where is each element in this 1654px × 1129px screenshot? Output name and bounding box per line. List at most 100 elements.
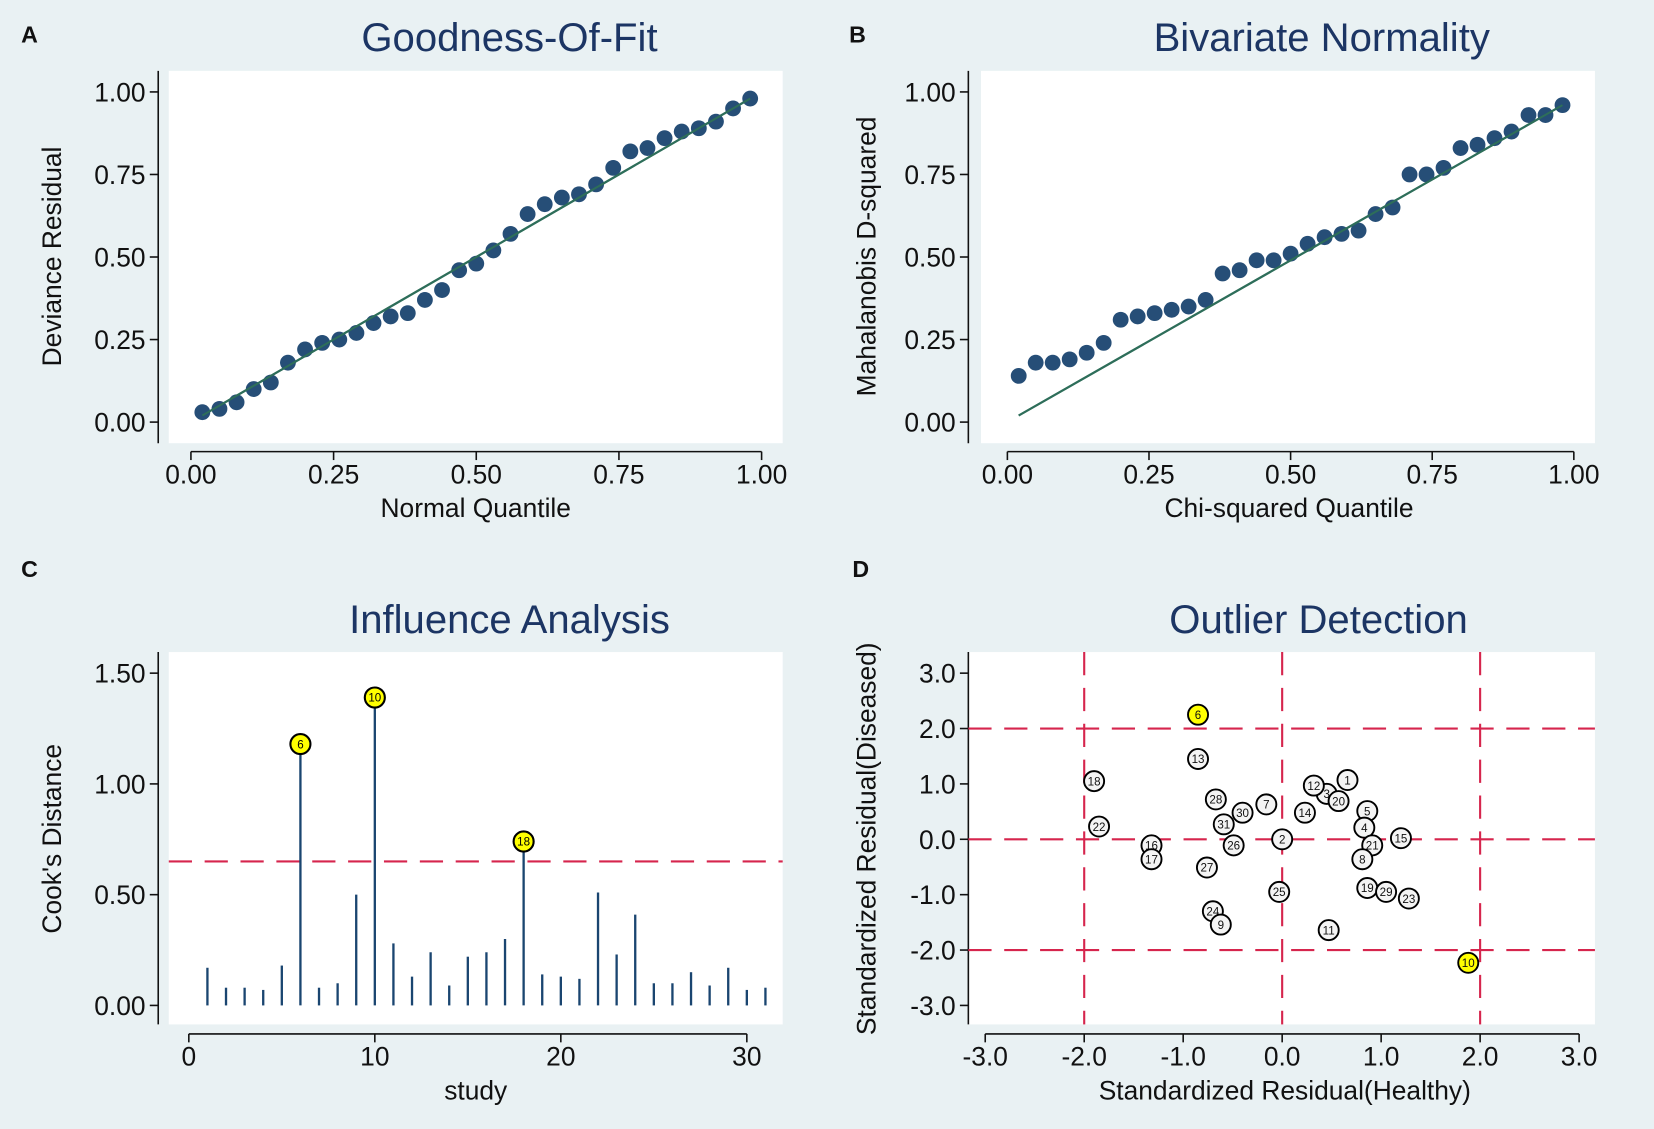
study-label: 29 bbox=[1380, 886, 1393, 899]
study-label: 1 bbox=[1344, 774, 1350, 787]
x-tick-label: 30 bbox=[732, 1042, 761, 1072]
data-point bbox=[331, 331, 348, 348]
influential-marker bbox=[289, 732, 312, 756]
influential-label: 6 bbox=[297, 738, 303, 751]
study-label: 23 bbox=[1402, 893, 1415, 906]
data-point bbox=[571, 186, 587, 203]
study-point-25 bbox=[1268, 880, 1291, 903]
x-tick-label: 1.00 bbox=[1548, 459, 1599, 489]
influential-label: 10 bbox=[368, 692, 381, 705]
data-point bbox=[1316, 229, 1333, 246]
ylabel-d: Standardized Residual(Diseased) bbox=[852, 642, 882, 1035]
ylabel-b: Mahalanobis D-squared bbox=[852, 117, 882, 397]
xlabel-b: Chi-squared Quantile bbox=[1164, 493, 1413, 523]
study-label: 28 bbox=[1209, 794, 1222, 807]
y-tick-label: 0.50 bbox=[94, 880, 145, 910]
y-tick-label: -1.0 bbox=[910, 880, 955, 910]
study-point-6 bbox=[1187, 703, 1210, 726]
study-label: 27 bbox=[1200, 862, 1213, 875]
study-label: 17 bbox=[1145, 853, 1158, 866]
y-tick-label: 0.00 bbox=[94, 408, 145, 438]
influential-marker bbox=[363, 686, 386, 709]
data-point bbox=[1129, 308, 1146, 325]
data-point bbox=[314, 334, 331, 351]
study-point-7 bbox=[1255, 793, 1278, 816]
data-point bbox=[1027, 354, 1044, 371]
y-tick-label: 0.25 bbox=[94, 325, 145, 355]
y-tick-label: 1.00 bbox=[94, 769, 145, 799]
study-label: 31 bbox=[1217, 819, 1230, 832]
data-point bbox=[708, 113, 724, 130]
study-label: 5 bbox=[1364, 805, 1370, 818]
data-point bbox=[1146, 305, 1163, 322]
data-point bbox=[502, 225, 519, 242]
data-point bbox=[1265, 252, 1282, 269]
study-point-9 bbox=[1209, 913, 1232, 936]
data-point bbox=[280, 354, 296, 371]
data-point bbox=[434, 282, 450, 298]
study-label: 3 bbox=[1323, 788, 1329, 801]
x-tick-label: 1.00 bbox=[736, 459, 787, 489]
y-tick-label: 0.75 bbox=[904, 160, 955, 190]
y-tick-label: 3.0 bbox=[919, 659, 956, 689]
data-point bbox=[1180, 298, 1197, 315]
fit-line-overlay bbox=[1018, 104, 1564, 417]
panel-letter-d: D bbox=[852, 556, 869, 582]
data-point bbox=[553, 189, 570, 206]
data-point bbox=[1044, 354, 1061, 371]
study-label: 7 bbox=[1263, 799, 1269, 812]
x-tick-label: 0.0 bbox=[1264, 1042, 1301, 1072]
study-point-15 bbox=[1389, 827, 1412, 850]
study-label: 4 bbox=[1361, 822, 1368, 835]
data-point bbox=[1112, 311, 1129, 328]
y-tick-label: 0.0 bbox=[919, 825, 956, 855]
data-point bbox=[605, 159, 622, 176]
x-tick-label: 0.75 bbox=[1407, 459, 1458, 489]
title-influence-analysis: Influence Analysis bbox=[349, 598, 670, 642]
y-tick-label: 0.00 bbox=[904, 408, 955, 438]
study-label: 20 bbox=[1332, 795, 1345, 808]
study-point-27 bbox=[1195, 856, 1218, 879]
study-label: 9 bbox=[1218, 919, 1224, 932]
study-label: 10 bbox=[1462, 957, 1475, 970]
data-point bbox=[451, 262, 468, 279]
x-tick-label: 0 bbox=[181, 1042, 196, 1072]
data-point bbox=[639, 140, 656, 156]
x-tick-label: 0.50 bbox=[451, 459, 502, 489]
study-label: 11 bbox=[1323, 924, 1335, 937]
data-point bbox=[416, 292, 433, 308]
study-label: 26 bbox=[1227, 840, 1240, 853]
fit-line-overlay bbox=[201, 97, 751, 417]
study-point-8 bbox=[1351, 848, 1374, 871]
x-tick-label: -2.0 bbox=[1061, 1042, 1106, 1072]
study-point-29 bbox=[1375, 880, 1398, 903]
panel-letter-c: C bbox=[21, 556, 38, 582]
study-point-28 bbox=[1204, 788, 1227, 811]
data-point bbox=[622, 143, 639, 160]
x-tick-label: 0.00 bbox=[982, 459, 1033, 489]
x-tick-label: -3.0 bbox=[963, 1042, 1008, 1072]
panel-letter-a: A bbox=[21, 21, 38, 47]
panel-d: -3.0 -2.0 -1.0 0.0 1.0 2.0 3.0 -3.0 -2.0 -1.0 0.0 1… bbox=[910, 652, 1597, 1072]
y-tick-label: 0.50 bbox=[94, 243, 145, 273]
study-label: 14 bbox=[1298, 807, 1311, 820]
study-label: 19 bbox=[1361, 882, 1374, 895]
y-tick-label: 1.00 bbox=[94, 77, 145, 107]
data-point bbox=[485, 242, 502, 259]
data-point bbox=[1163, 301, 1180, 318]
y-tick-label: 1.00 bbox=[904, 77, 955, 107]
study-point-20 bbox=[1327, 790, 1350, 813]
study-label: 12 bbox=[1307, 780, 1320, 793]
panel-letter-b: B bbox=[849, 21, 866, 47]
data-point bbox=[519, 206, 536, 223]
y-tick-label: 0.75 bbox=[94, 160, 145, 190]
y-tick-label: -3.0 bbox=[910, 991, 955, 1021]
y-tick-label: 0.25 bbox=[904, 325, 955, 355]
data-point bbox=[399, 305, 416, 322]
x-tick-label: 2.0 bbox=[1462, 1042, 1499, 1072]
data-point bbox=[588, 176, 605, 193]
y-tick-label: -2.0 bbox=[910, 936, 955, 966]
x-tick-label: 20 bbox=[546, 1042, 575, 1072]
